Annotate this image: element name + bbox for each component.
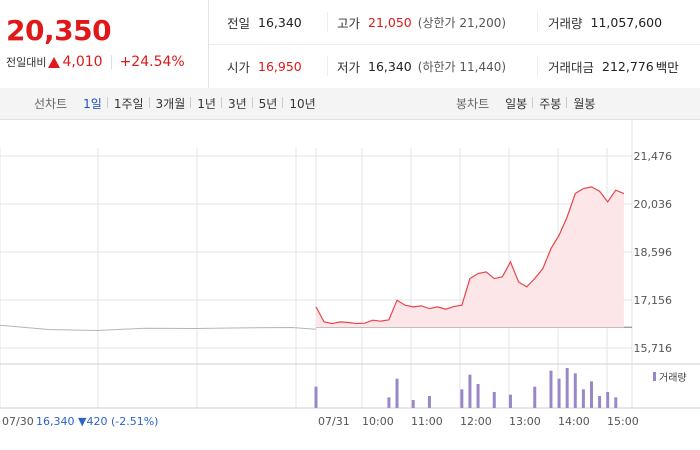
tab-5year[interactable]: 5년 <box>251 95 284 112</box>
line-chart-tabs: 선차트 1일 1주일 3개월 1년 3년 5년 10년 <box>34 88 322 119</box>
low-stat: 저가 16,340 (하한가 11,440) <box>328 56 538 76</box>
x-tick-label: 10:00 <box>362 415 394 428</box>
volume-bar <box>476 384 480 408</box>
today-price-line <box>315 186 625 325</box>
volume-bar <box>614 397 618 408</box>
upper-limit-note: (상한가 21,200) <box>417 15 507 30</box>
prev-close-value: 16,340 <box>258 14 302 30</box>
open-label: 시가 <box>227 59 251 75</box>
line-chart-title: 선차트 <box>34 97 68 111</box>
open-value: 16,950 <box>258 58 302 74</box>
prev-day-close-note: 16,340 ▼420 (-2.51%) <box>36 415 158 428</box>
x-tick-label: 15:00 <box>607 415 639 428</box>
volume-bar <box>411 400 415 408</box>
volume-bar <box>427 396 431 408</box>
candle-chart-tabs: 봉차트 일봉 주봉 월봉 <box>456 88 601 119</box>
prev-close-stat: 전일 16,340 <box>209 12 328 32</box>
volume-bar <box>573 373 577 408</box>
tab-10year[interactable]: 10년 <box>282 95 321 112</box>
volume-bar <box>549 370 553 408</box>
high-value: 21,050 <box>368 14 412 30</box>
volume-bar <box>492 392 496 408</box>
volume-value: 11,057,600 <box>590 14 663 30</box>
low-value: 16,340 <box>368 58 412 74</box>
volume-bar <box>533 386 537 408</box>
triangle-up-icon <box>48 56 61 68</box>
prev-close-label: 전일 <box>227 15 251 31</box>
x-tick-label: 12:00 <box>460 415 492 428</box>
volume-stat: 거래량 11,057,600 <box>538 0 662 44</box>
chart-period-tabs: 선차트 1일 1주일 3개월 1년 3년 5년 10년 봉차트 일봉 주봉 월봉 <box>0 88 700 120</box>
volume-bar <box>468 374 472 408</box>
change-rate: +24.54% <box>119 54 185 70</box>
prev-day-line <box>0 324 317 332</box>
open-stat: 시가 16,950 <box>209 56 328 76</box>
x-tick-label: 14:00 <box>558 415 590 428</box>
price-tick-label: 18,596 <box>634 246 673 259</box>
tab-weekly-candle[interactable]: 주봉 <box>532 95 567 112</box>
price-tick-label: 21,476 <box>634 150 673 163</box>
lower-limit-note: (하한가 11,440) <box>417 59 507 74</box>
change-label: 전일대비 <box>6 56 47 69</box>
tab-1week[interactable]: 1주일 <box>106 95 150 112</box>
change-row: 전일대비 4,010 +24.54% <box>6 54 185 70</box>
candle-chart-title: 봉차트 <box>456 97 490 111</box>
low-label: 저가 <box>337 59 361 75</box>
amount-unit: 백만 <box>655 59 679 75</box>
amount-stat: 거래대금 212,776 백만 <box>538 44 679 88</box>
tab-3month[interactable]: 3개월 <box>148 95 192 112</box>
volume-bar <box>598 396 602 408</box>
volume-bar <box>508 394 512 408</box>
x-tick-label: 07/31 <box>318 415 350 428</box>
x-tick-label: 13:00 <box>509 415 541 428</box>
current-price-box: 20,350 전일대비 4,010 +24.54% <box>0 0 209 88</box>
high-label: 고가 <box>337 15 361 31</box>
divider <box>110 55 112 69</box>
volume-legend-swatch <box>653 372 656 381</box>
tab-1day[interactable]: 1일 <box>83 97 102 111</box>
volume-label: 거래량 <box>548 15 583 31</box>
tab-1year[interactable]: 1년 <box>190 95 222 112</box>
volume-bar <box>387 397 391 408</box>
amount-value: 212,776 <box>602 58 654 74</box>
volume-bar <box>557 378 561 408</box>
volume-legend-label: 거래량 <box>659 372 687 384</box>
volume-bar <box>314 386 318 408</box>
high-stat: 고가 21,050 (상한가 21,200) <box>328 12 538 32</box>
price-tick-label: 15,716 <box>634 342 673 355</box>
price-tick-label: 17,156 <box>634 294 673 307</box>
today-price-area <box>316 186 624 328</box>
stats-row-1: 전일 16,340 고가 21,050 (상한가 21,200) 거래량 11,… <box>209 0 700 45</box>
intraday-price-chart: 21,476 20,036 18,596 17,156 15,716 거래량 07/30 07… <box>0 120 700 428</box>
stock-quote-panel: 20,350 전일대비 4,010 +24.54% 전일 16,340 고가 2… <box>0 0 700 89</box>
volume-bar <box>395 378 399 408</box>
volume-bar <box>460 389 464 408</box>
volume-bar <box>565 368 569 408</box>
change-value: 4,010 <box>62 54 103 70</box>
tab-daily-candle[interactable]: 일봉 <box>505 97 528 111</box>
volume-bar <box>589 381 593 408</box>
price-tick-label: 20,036 <box>634 198 673 211</box>
current-price: 20,350 <box>6 14 112 47</box>
x-tick-label: 07/30 <box>2 415 34 428</box>
tab-monthly-candle[interactable]: 월봉 <box>566 95 601 112</box>
volume-bar <box>606 392 610 408</box>
amount-label: 거래대금 <box>548 59 595 75</box>
x-tick-label: 11:00 <box>411 415 443 428</box>
tab-3year[interactable]: 3년 <box>220 95 253 112</box>
stats-row-2: 시가 16,950 저가 16,340 (하한가 11,440) 거래대금 21… <box>209 44 700 88</box>
volume-bar <box>581 389 585 408</box>
